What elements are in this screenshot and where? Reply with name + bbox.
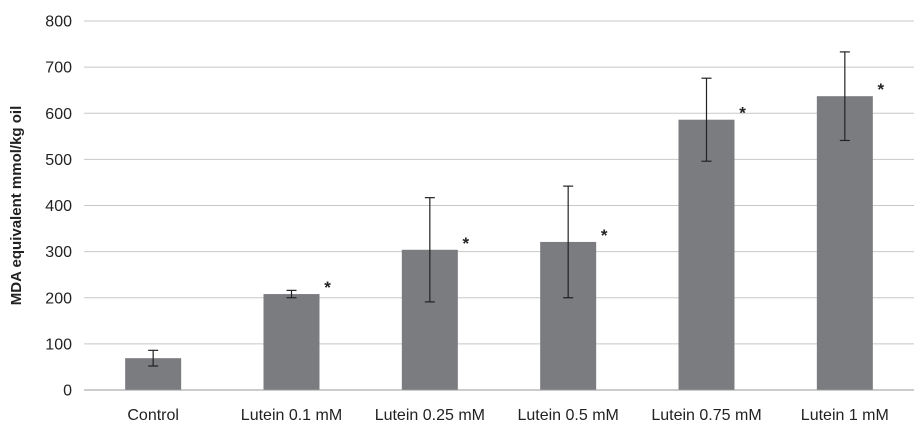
x-category-labels: Control Lutein 0.1 mM Lutein 0.25 mM Lutein… <box>127 407 888 423</box>
significance-asterisk: * <box>324 278 331 297</box>
error-bars <box>148 51 850 367</box>
bar <box>816 96 873 390</box>
y-tick-label: 500 <box>45 152 72 169</box>
significance-asterisk: * <box>601 226 608 245</box>
y-tick-label: 200 <box>45 290 72 307</box>
x-category-label: Lutein 0.1 mM <box>241 407 342 423</box>
y-tick-label: 700 <box>45 60 72 77</box>
significance-asterisk: * <box>739 104 746 123</box>
significance-asterisk: * <box>463 234 470 253</box>
significance-markers: * * * * * <box>324 80 884 297</box>
y-tick-label: 300 <box>45 244 72 261</box>
y-tick-label: 0 <box>63 383 72 400</box>
bar <box>678 119 735 391</box>
bar <box>263 294 320 390</box>
y-tick-label: 400 <box>45 198 72 215</box>
y-axis-title: MDA equivalent mmol/kg oil <box>8 106 25 305</box>
y-tick-labels: 0 100 200 300 400 500 600 700 800 <box>45 14 72 400</box>
y-tick-label: 100 <box>45 336 72 353</box>
x-category-label: Lutein 0.75 mM <box>651 407 761 423</box>
x-category-label: Lutein 1 mM <box>801 407 889 423</box>
x-category-label: Lutein 0.5 mM <box>517 407 618 423</box>
gridlines <box>84 20 914 345</box>
x-category-label: Lutein 0.25 mM <box>375 407 485 423</box>
significance-asterisk: * <box>878 80 885 99</box>
y-tick-label: 800 <box>45 14 72 31</box>
x-category-label: Control <box>127 407 179 423</box>
y-tick-label: 600 <box>45 106 72 123</box>
bars <box>125 96 873 391</box>
